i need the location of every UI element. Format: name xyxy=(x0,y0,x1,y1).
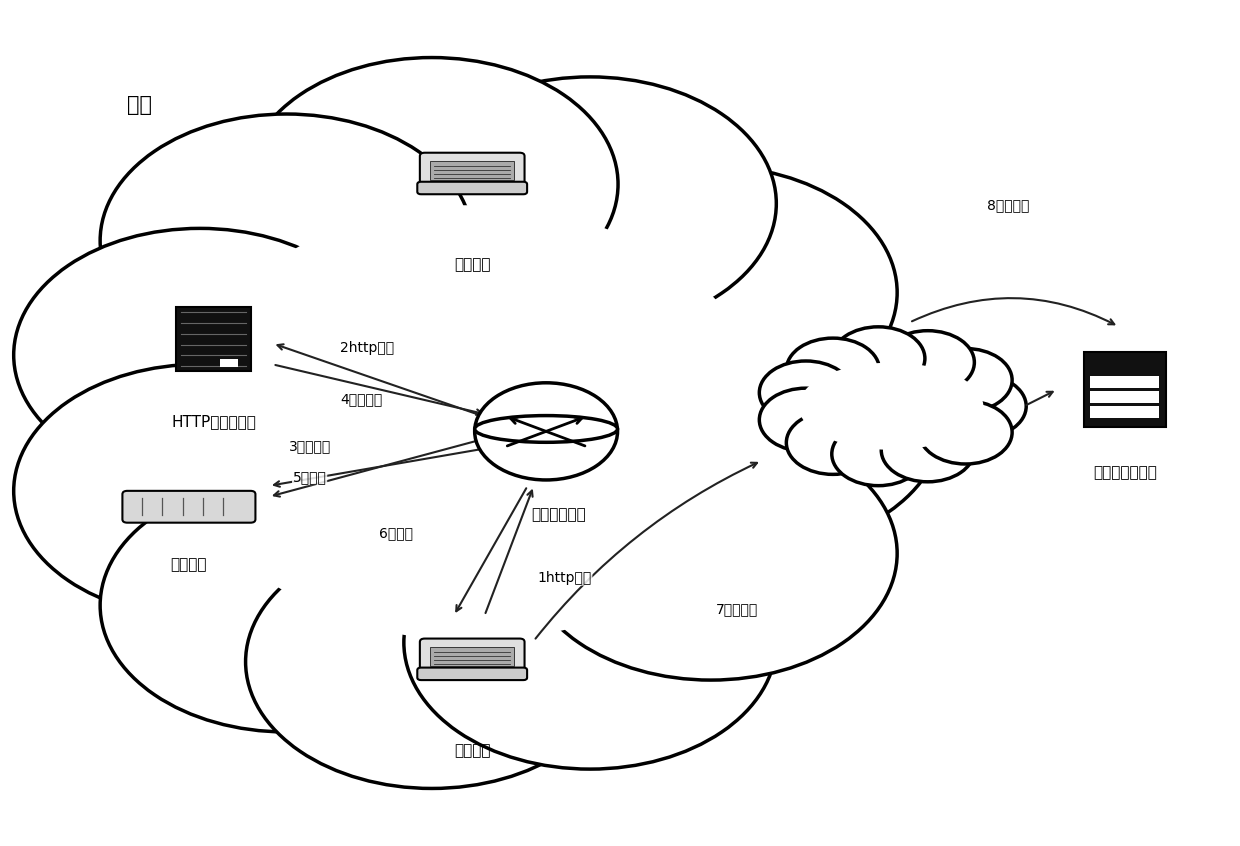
FancyBboxPatch shape xyxy=(1090,391,1159,403)
Circle shape xyxy=(404,516,776,769)
Circle shape xyxy=(832,327,925,390)
Circle shape xyxy=(882,419,975,482)
FancyBboxPatch shape xyxy=(1090,376,1159,387)
Text: 探针设备: 探针设备 xyxy=(171,557,207,572)
Circle shape xyxy=(759,388,852,452)
Circle shape xyxy=(919,349,1012,412)
FancyBboxPatch shape xyxy=(430,647,513,666)
Circle shape xyxy=(569,296,942,550)
Circle shape xyxy=(475,382,618,480)
Text: HTTP业务服务器: HTTP业务服务器 xyxy=(171,415,255,430)
Ellipse shape xyxy=(768,353,1014,460)
Ellipse shape xyxy=(799,363,983,450)
Text: 7访问请求: 7访问请求 xyxy=(715,602,758,616)
Circle shape xyxy=(919,401,1012,464)
Text: 4重置报文: 4重置报文 xyxy=(340,393,382,407)
FancyBboxPatch shape xyxy=(420,639,525,673)
Circle shape xyxy=(14,228,386,481)
Circle shape xyxy=(14,365,386,618)
FancyBboxPatch shape xyxy=(219,359,238,367)
Text: 5重定向: 5重定向 xyxy=(293,470,326,485)
FancyBboxPatch shape xyxy=(1084,352,1166,427)
Circle shape xyxy=(525,166,898,420)
FancyBboxPatch shape xyxy=(430,161,513,180)
Circle shape xyxy=(932,375,1027,438)
Ellipse shape xyxy=(176,206,768,640)
Text: 3重置报文: 3重置报文 xyxy=(289,439,331,453)
Text: 外网监听服务器: 外网监听服务器 xyxy=(1092,465,1157,480)
FancyBboxPatch shape xyxy=(418,182,527,195)
FancyBboxPatch shape xyxy=(176,307,250,371)
FancyBboxPatch shape xyxy=(420,153,525,188)
Text: 1http请求: 1http请求 xyxy=(537,571,591,585)
Circle shape xyxy=(100,114,472,367)
Circle shape xyxy=(100,479,472,732)
Text: 第一主机: 第一主机 xyxy=(454,743,491,758)
FancyBboxPatch shape xyxy=(418,667,527,680)
Ellipse shape xyxy=(78,155,867,691)
Text: 6重定向: 6重定向 xyxy=(379,526,413,541)
Circle shape xyxy=(246,58,618,310)
Circle shape xyxy=(246,536,618,788)
Text: 8访问请求: 8访问请求 xyxy=(987,199,1029,212)
Text: 互联网: 互联网 xyxy=(875,398,908,415)
Circle shape xyxy=(786,338,879,402)
Text: 内网核心设备: 内网核心设备 xyxy=(531,507,585,522)
Circle shape xyxy=(832,422,925,486)
Circle shape xyxy=(525,426,898,680)
Text: 内网: 内网 xyxy=(128,95,153,115)
Circle shape xyxy=(882,331,975,394)
FancyBboxPatch shape xyxy=(123,491,255,523)
FancyBboxPatch shape xyxy=(1090,406,1159,418)
Text: 2http请求: 2http请求 xyxy=(341,341,394,354)
Text: 第二主机: 第二主机 xyxy=(454,257,491,272)
Circle shape xyxy=(759,361,852,425)
Circle shape xyxy=(786,411,879,475)
Circle shape xyxy=(404,77,776,330)
Ellipse shape xyxy=(475,415,618,442)
